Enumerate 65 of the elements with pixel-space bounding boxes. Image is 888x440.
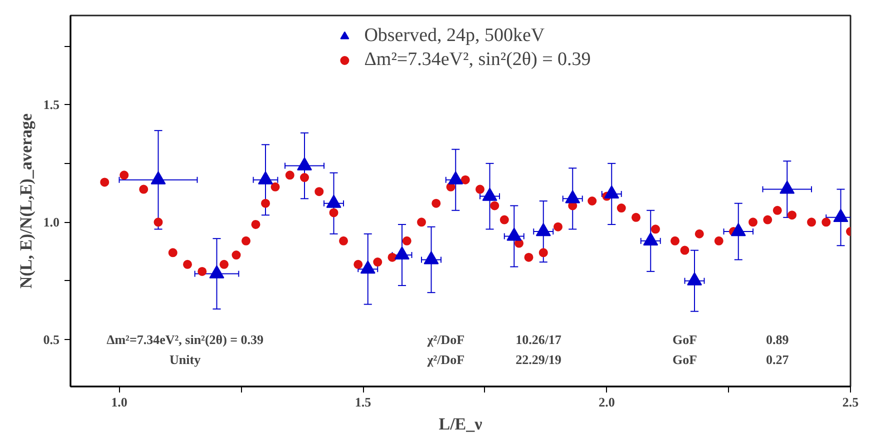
annotation: 0.27 <box>766 352 790 367</box>
y-axis-title: N(L, E)/N(L,E)_average <box>16 112 36 289</box>
point <box>285 170 294 180</box>
point <box>232 250 241 260</box>
point <box>460 175 470 184</box>
point <box>748 218 758 227</box>
point <box>417 218 426 227</box>
x-tick-label: 1.0 <box>111 394 128 410</box>
point <box>100 178 110 187</box>
point <box>270 182 280 192</box>
point <box>120 170 129 180</box>
point <box>588 196 597 206</box>
point <box>154 218 163 227</box>
x-tick-label: 2.5 <box>842 394 860 410</box>
annotation: Unity <box>170 352 202 367</box>
annotation: Δm²=7.34eV², sin²(2θ) = 0.39 <box>106 332 264 348</box>
point <box>339 236 348 246</box>
point <box>524 252 534 262</box>
point <box>198 266 207 276</box>
point <box>788 210 796 220</box>
point <box>314 187 324 196</box>
point <box>300 173 309 182</box>
point <box>538 248 548 258</box>
point <box>220 260 229 269</box>
y-tick-label: 1.0 <box>43 214 60 230</box>
legend-label: Observed, 24p, 500keV <box>364 25 545 47</box>
point <box>651 224 660 234</box>
x-tick-label: 1.5 <box>354 394 372 410</box>
point <box>329 208 338 218</box>
point <box>772 206 782 215</box>
point <box>373 258 382 267</box>
point <box>402 236 412 246</box>
point <box>354 260 363 269</box>
y-tick-label: 0.5 <box>43 332 60 348</box>
point <box>680 246 690 255</box>
point <box>183 260 192 269</box>
annotation: 10.26/17 <box>516 332 562 348</box>
point <box>168 248 178 258</box>
point <box>432 198 441 208</box>
y-tick-label: 1.5 <box>43 97 60 112</box>
point <box>139 184 148 194</box>
point <box>490 201 500 210</box>
annotation: 0.89 <box>766 332 790 348</box>
point <box>807 218 816 227</box>
annotation: GoF <box>672 332 698 348</box>
point <box>670 236 680 246</box>
annotation: χ²/DoF <box>426 352 465 367</box>
x-axis-title: L/E_ν <box>438 414 483 434</box>
point <box>554 222 562 232</box>
annotation: 22.29/19 <box>516 352 562 367</box>
point <box>476 184 484 194</box>
annotation: GoF <box>672 352 698 367</box>
point <box>242 236 250 246</box>
point <box>714 236 724 246</box>
point <box>500 215 509 224</box>
point <box>261 198 270 208</box>
point <box>763 215 772 224</box>
point <box>616 204 626 213</box>
point <box>822 218 831 227</box>
point <box>694 229 704 238</box>
x-tick-label: 2.0 <box>598 394 615 410</box>
point <box>251 220 260 229</box>
point <box>632 212 640 222</box>
legend-label: Δm²=7.34eV², sin²(2θ) = 0.39 <box>364 49 591 71</box>
annotation: χ²/DoF <box>426 332 465 348</box>
